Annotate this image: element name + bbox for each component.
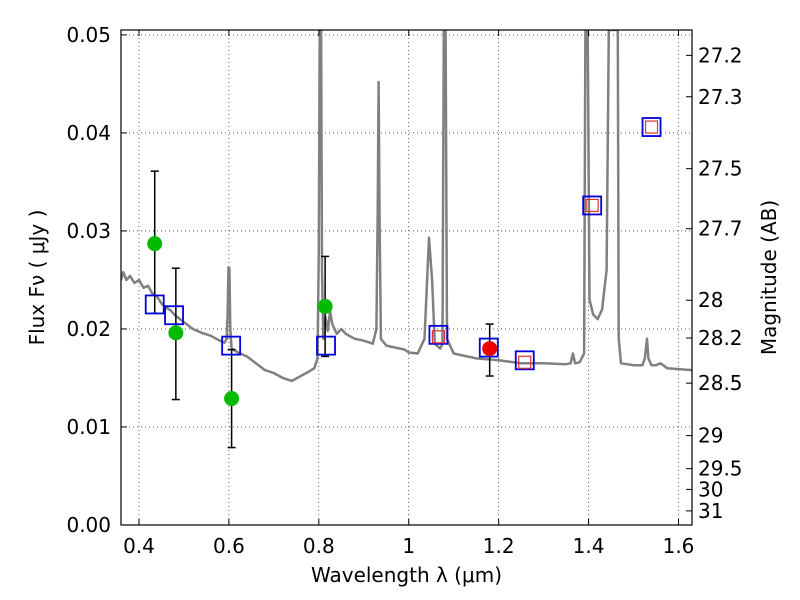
synthetic-photometry-square xyxy=(644,120,659,134)
y-tick-label: 0.04 xyxy=(66,121,111,145)
right-tick-label: 27.2 xyxy=(698,43,743,67)
right-tick-label: 27.7 xyxy=(698,217,743,241)
photometry-markers xyxy=(144,117,662,449)
model-photometry-square xyxy=(144,294,165,315)
observed-photometry-point xyxy=(317,298,333,314)
right-tick-label: 28.2 xyxy=(698,326,743,350)
y-tick-label: 0.05 xyxy=(66,23,111,47)
observed-photometry-point xyxy=(482,341,498,357)
model-spectrum-series xyxy=(121,30,692,383)
x-tick-label: 0.4 xyxy=(123,534,155,558)
y-tick-label: 0.03 xyxy=(66,219,111,243)
model-photometry-square xyxy=(514,350,535,371)
model-photometry-square xyxy=(164,305,184,326)
x-tick-label: 1.6 xyxy=(663,534,695,558)
right-tick-label: 29.5 xyxy=(698,457,743,481)
model-photometry-square xyxy=(316,335,336,356)
x-tick-label: 1.2 xyxy=(483,534,515,558)
right-axis-title: Magnitude (AB) xyxy=(757,200,781,355)
synthetic-photometry-square xyxy=(518,355,532,369)
right-tick-label: 30 xyxy=(698,477,723,501)
grid xyxy=(121,30,692,526)
x-tick-label: 0.8 xyxy=(303,534,335,558)
model-photometry-square xyxy=(478,337,499,358)
axis-ticks: 0.4 0.6 0.8 1 1.2 1.4 1.6 0.00 0.01 0.02 0.03 0.04 0… xyxy=(66,23,742,558)
model-photometry-square xyxy=(641,117,662,137)
right-tick-label: 28.5 xyxy=(698,371,743,395)
right-tick-label: 28 xyxy=(698,288,723,312)
x-tick-label: 0.6 xyxy=(213,534,245,558)
y-axis-title: Flux Fν ( μJy ) xyxy=(25,210,49,346)
right-tick-label: 27.5 xyxy=(698,157,743,181)
right-tick-label: 29 xyxy=(698,424,723,448)
y-tick-label: 0.02 xyxy=(66,317,111,341)
plot-frame xyxy=(120,29,693,526)
model-photometry-square xyxy=(582,195,603,216)
observed-photometry-point xyxy=(168,325,184,341)
synthetic-photometry-square xyxy=(431,330,446,344)
y-tick-label: 0.00 xyxy=(66,513,111,537)
synthetic-photometry-square xyxy=(585,198,599,213)
observed-photometry-point xyxy=(224,391,240,407)
right-tick-label: 31 xyxy=(698,499,723,523)
observed-photometry-point xyxy=(147,236,163,252)
spectrum-line xyxy=(121,30,692,383)
right-tick-label: 27.3 xyxy=(698,85,743,109)
model-photometry-square xyxy=(221,335,242,356)
x-tick-label: 1 xyxy=(402,534,415,558)
y-tick-label: 0.01 xyxy=(66,415,111,439)
x-axis-title: Wavelength λ (μm) xyxy=(311,563,502,587)
model-photometry-square xyxy=(428,324,449,345)
x-tick-label: 1.4 xyxy=(573,534,605,558)
